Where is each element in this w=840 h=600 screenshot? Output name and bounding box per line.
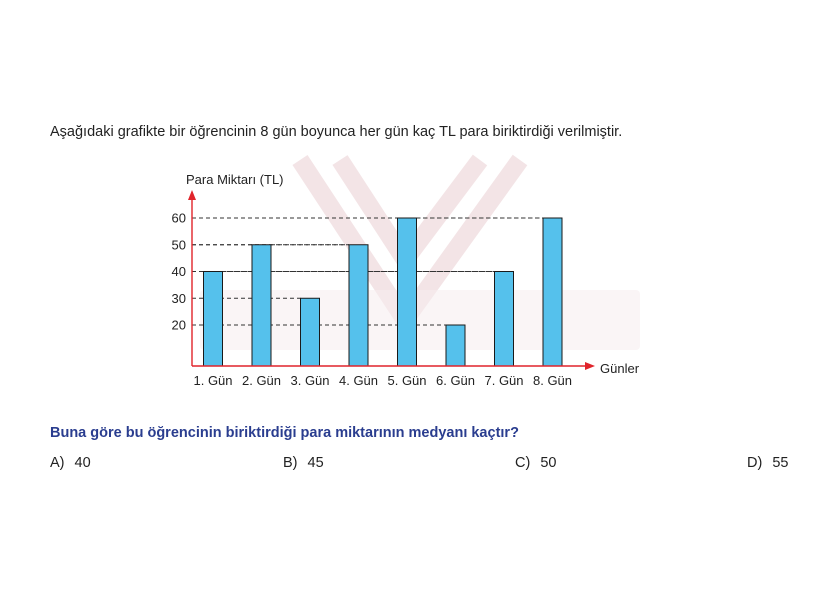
option-d-label: D)	[747, 455, 763, 471]
x-tick-label: 1. Gün	[193, 373, 232, 388]
option-b[interactable]: B) 45	[283, 455, 324, 471]
x-tick-label: 4. Gün	[339, 373, 378, 388]
x-axis-arrow	[585, 362, 595, 370]
option-a[interactable]: A) 40	[50, 455, 91, 471]
y-axis-label: Para Miktarı (TL)	[186, 172, 284, 187]
question-text: Buna göre bu öğrencinin biriktirdiği par…	[50, 425, 519, 441]
axes	[188, 190, 595, 370]
option-b-label: B)	[283, 455, 298, 471]
bar	[300, 297, 320, 367]
option-d-value: 55	[772, 455, 789, 471]
y-tick-label: 50	[172, 237, 186, 252]
x-tick-label: 8. Gün	[533, 373, 572, 388]
option-a-value: 40	[74, 455, 91, 471]
bar	[542, 217, 563, 367]
x-axis-label: Günler	[600, 361, 640, 376]
option-a-label: A)	[50, 455, 65, 471]
x-tick-label: 2. Gün	[242, 373, 281, 388]
option-d[interactable]: D) 55	[747, 455, 788, 471]
y-tick-label: 20	[172, 318, 186, 333]
y-tick-label: 30	[172, 291, 186, 306]
y-tick-label: 40	[172, 264, 186, 279]
x-tick-labels: 1. Gün 2. Gün 3. Gün 4. Gün 5. Gün 6. Gün 7. G…	[193, 373, 572, 388]
bar	[348, 244, 369, 367]
bar	[445, 324, 466, 367]
option-c-label: C)	[515, 455, 531, 471]
bar	[397, 217, 417, 367]
bar	[251, 244, 272, 367]
y-tick-label: 60	[172, 211, 186, 226]
y-tick-labels: 20 30 40 50 60	[172, 211, 186, 333]
bar	[494, 271, 514, 367]
x-tick-label: 7. Gün	[484, 373, 523, 388]
x-tick-label: 6. Gün	[436, 373, 475, 388]
x-tick-label: 3. Gün	[290, 373, 329, 388]
option-c[interactable]: C) 50	[515, 455, 556, 471]
y-axis-arrow	[188, 190, 196, 200]
bars	[203, 217, 563, 367]
option-c-value: 50	[540, 455, 557, 471]
intro-text: Aşağıdaki grafikte bir öğrencinin 8 gün …	[50, 124, 623, 140]
bar	[203, 271, 223, 367]
option-b-value: 45	[307, 455, 324, 471]
x-tick-label: 5. Gün	[387, 373, 426, 388]
